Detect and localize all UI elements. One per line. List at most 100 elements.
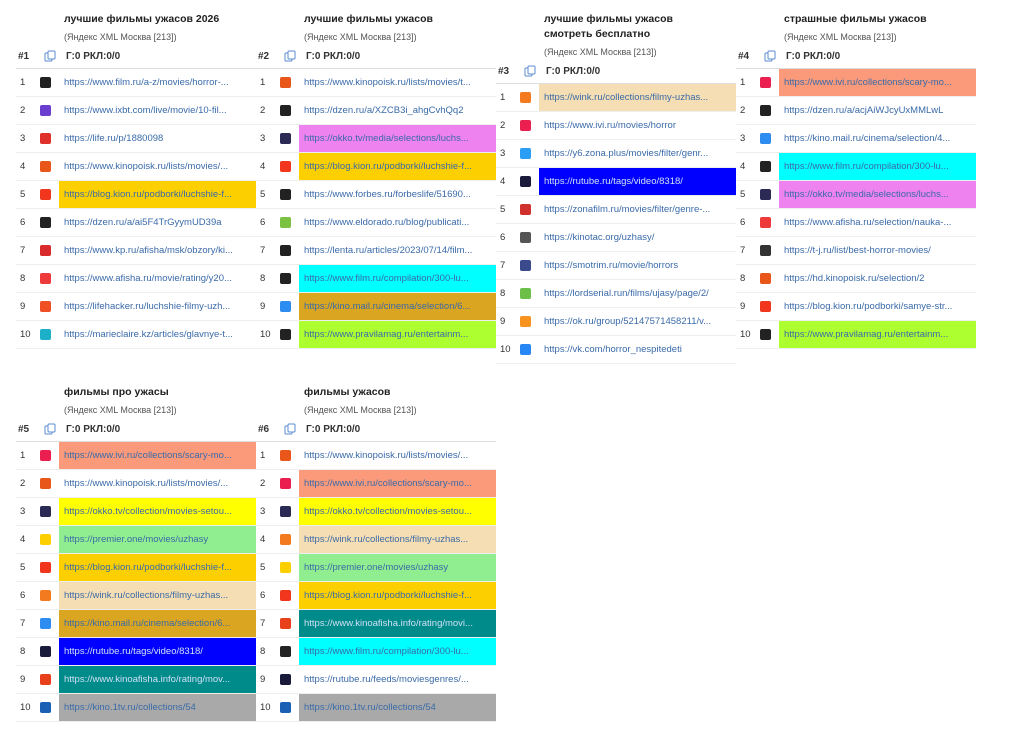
result-url[interactable]: https://dzen.ru/a/ai5F4TrGyymUD39a	[64, 217, 222, 228]
result-url[interactable]: https://wink.ru/collections/filmy-uzhas.…	[539, 84, 736, 111]
result-url[interactable]: https://zonafilm.ru/movies/filter/genre-…	[544, 204, 711, 215]
site-icon	[280, 618, 291, 629]
rank: 4	[20, 161, 26, 172]
rank: 8	[740, 273, 746, 284]
result-url[interactable]: https://www.film.ru/compilation/300-lu..…	[299, 265, 496, 292]
result-row: 9 https://ok.ru/group/52147571458211/v...	[496, 308, 736, 336]
result-url[interactable]: https://t-j.ru/list/best-horror-movies/	[784, 245, 931, 256]
result-url[interactable]: https://rutube.ru/feeds/moviesgenres/...	[304, 674, 469, 685]
result-url[interactable]: https://www.ivi.ru/collections/scary-mo.…	[779, 69, 976, 96]
site-icon	[280, 161, 291, 172]
query-title: лучшие фильмы ужасов смотреть бесплатно	[544, 13, 673, 40]
result-url[interactable]: https://y6.zona.plus/movies/filter/genr.…	[544, 148, 709, 159]
result-url[interactable]: https://www.ivi.ru/movies/horror	[544, 120, 676, 131]
result-url[interactable]: https://www.kinoafisha.info/rating/movi.…	[299, 610, 496, 637]
result-url[interactable]: https://www.eldorado.ru/blog/publicati..…	[304, 217, 470, 228]
copy-icon[interactable]	[44, 423, 56, 435]
rank: 7	[500, 260, 506, 271]
result-url[interactable]: https://kino.mail.ru/cinema/selection/4.…	[784, 133, 951, 144]
header-stats: Г:0 РКЛ:0/0	[786, 50, 841, 62]
rank: 6	[20, 590, 26, 601]
rank: 3	[500, 148, 506, 159]
rank: 8	[260, 646, 266, 657]
result-url[interactable]: https://blog.kion.ru/podborki/luchshie-f…	[299, 582, 496, 609]
result-url[interactable]: https://hd.kinopoisk.ru/selection/2	[784, 273, 925, 284]
result-url[interactable]: https://www.ivi.ru/collections/scary-mo.…	[299, 470, 496, 497]
result-url[interactable]: https://www.film.ru/a-z/movies/horror-..…	[64, 77, 229, 88]
site-icon	[40, 506, 51, 517]
result-row: 8 https://www.film.ru/compilation/300-lu.…	[256, 265, 496, 293]
result-url[interactable]: https://okko.tv/media/selections/luchs..…	[779, 181, 976, 208]
result-url[interactable]: https://rutube.ru/tags/video/8318/	[539, 168, 736, 195]
result-url[interactable]: https://lifehacker.ru/luchshie-filmy-uzh…	[64, 301, 231, 312]
header-stats: Г:0 РКЛ:0/0	[306, 50, 361, 62]
result-url[interactable]: https://www.kinopoisk.ru/lists/movies/..…	[304, 450, 469, 461]
result-url[interactable]: https://kinotac.org/uzhasy/	[544, 232, 655, 243]
result-url[interactable]: https://ok.ru/group/52147571458211/v...	[544, 316, 712, 327]
result-url[interactable]: https://www.pravilamag.ru/entertainm...	[299, 321, 496, 348]
result-url[interactable]: https://blog.kion.ru/podborki/samye-str.…	[784, 301, 953, 312]
site-icon	[40, 329, 51, 340]
result-url[interactable]: https://kino.1tv.ru/collections/54	[299, 694, 496, 721]
result-url[interactable]: https://blog.kion.ru/podborki/luchshie-f…	[299, 153, 496, 180]
result-url[interactable]: https://www.kinopoisk.ru/lists/movies/..…	[64, 478, 229, 489]
result-url[interactable]: https://life.ru/p/1880098	[64, 133, 164, 144]
result-url[interactable]: https://premier.one/movies/uzhasy	[299, 554, 496, 581]
result-row: 5 https://blog.kion.ru/podborki/luchshie-…	[16, 554, 256, 582]
result-url[interactable]: https://www.kinopoisk.ru/lists/movies/..…	[64, 161, 229, 172]
result-url[interactable]: https://lenta.ru/articles/2023/07/14/fil…	[304, 245, 473, 256]
result-url[interactable]: https://blog.kion.ru/podborki/luchshie-f…	[59, 554, 256, 581]
result-url[interactable]: https://www.afisha.ru/selection/nauka-..…	[784, 217, 952, 228]
copy-icon[interactable]	[524, 65, 536, 77]
result-url[interactable]: https://www.film.ru/compilation/300-lu..…	[779, 153, 976, 180]
site-icon	[280, 646, 291, 657]
result-url[interactable]: https://vk.com/horror_nespitedeti	[544, 344, 682, 355]
result-url[interactable]: https://okko.tv/collection/movies-setou.…	[59, 498, 256, 525]
result-url[interactable]: https://www.film.ru/compilation/300-lu..…	[299, 638, 496, 665]
result-url[interactable]: https://okko.tv/media/selections/luchs..…	[299, 125, 496, 152]
rank: 2	[20, 105, 26, 116]
result-url[interactable]: https://www.afisha.ru/movie/rating/y20..…	[64, 273, 232, 284]
result-url[interactable]: https://premier.one/movies/uzhasy	[59, 526, 256, 553]
copy-icon[interactable]	[44, 50, 56, 62]
region-subtitle: (Яндекс XML Москва [213])	[304, 405, 417, 415]
result-url[interactable]: https://kino.1tv.ru/collections/54	[59, 694, 256, 721]
result-url[interactable]: https://www.kinoafisha.info/rating/mov..…	[59, 666, 256, 693]
result-row: 10 https://marieclaire.kz/articles/glavny…	[16, 321, 256, 349]
result-url[interactable]: https://okko.tv/collection/movies-setou.…	[299, 498, 496, 525]
rank: 10	[740, 329, 751, 340]
result-url[interactable]: https://lordserial.run/films/ujasy/page/…	[544, 288, 709, 299]
serp-panel: лучшие фильмы ужасов (Яндекс XML Москва […	[256, 12, 496, 349]
result-url[interactable]: https://www.ivi.ru/collections/scary-mo.…	[59, 442, 256, 469]
rank: 4	[500, 176, 506, 187]
rank: 10	[260, 702, 271, 713]
result-url[interactable]: https://blog.kion.ru/podborki/luchshie-f…	[59, 181, 256, 208]
result-url[interactable]: https://dzen.ru/a/XZCB3i_ahgCvhQq2	[304, 105, 464, 116]
result-row: 9 https://lifehacker.ru/luchshie-filmy-uz…	[16, 293, 256, 321]
result-url[interactable]: https://smotrim.ru/movie/horrors	[544, 260, 679, 271]
copy-icon[interactable]	[284, 50, 296, 62]
result-row: 7 https://www.kinoafisha.info/rating/movi…	[256, 610, 496, 638]
result-url[interactable]: https://dzen.ru/a/acjAiWJcyUxMMLwL	[784, 105, 944, 116]
result-url[interactable]: https://www.forbes.ru/forbeslife/51690..…	[304, 189, 471, 200]
panel-id: #3	[498, 65, 510, 77]
result-url[interactable]: https://www.pravilamag.ru/entertainm...	[779, 321, 976, 348]
result-url[interactable]: https://www.kp.ru/afisha/msk/obzory/ki..…	[64, 245, 233, 256]
result-url[interactable]: https://kino.mail.ru/cinema/selection/6.…	[299, 293, 496, 320]
result-row: 8 https://hd.kinopoisk.ru/selection/2	[736, 265, 976, 293]
site-icon	[40, 702, 51, 713]
result-url[interactable]: https://www.kinopoisk.ru/lists/movies/t.…	[304, 77, 471, 88]
rank: 8	[260, 273, 266, 284]
header-stats: Г:0 РКЛ:0/0	[546, 65, 601, 77]
site-icon	[520, 120, 531, 131]
result-url[interactable]: https://kino.mail.ru/cinema/selection/6.…	[59, 610, 256, 637]
rank: 7	[260, 245, 266, 256]
rank: 9	[20, 674, 26, 685]
result-url[interactable]: https://wink.ru/collections/filmy-uzhas.…	[59, 582, 256, 609]
copy-icon[interactable]	[284, 423, 296, 435]
result-url[interactable]: https://rutube.ru/tags/video/8318/	[59, 638, 256, 665]
result-url[interactable]: https://marieclaire.kz/articles/glavnye-…	[64, 329, 233, 340]
copy-icon[interactable]	[764, 50, 776, 62]
result-url[interactable]: https://wink.ru/collections/filmy-uzhas.…	[299, 526, 496, 553]
result-url[interactable]: https://www.ixbt.com/live/movie/10-fil..…	[64, 105, 227, 116]
